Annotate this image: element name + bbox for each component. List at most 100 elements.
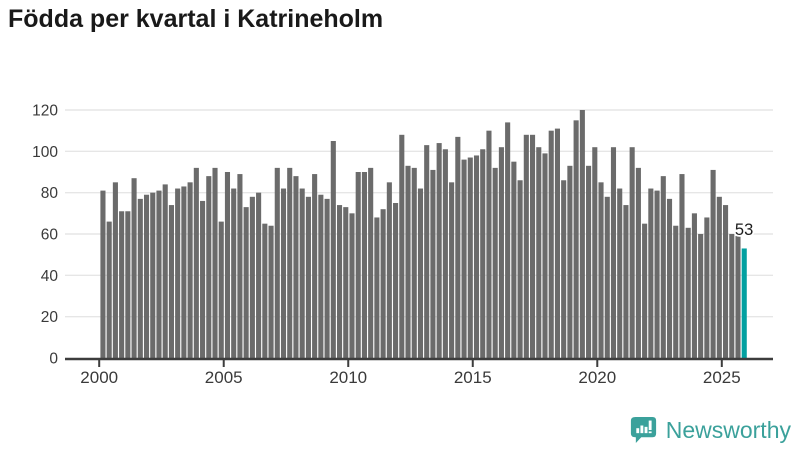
- bar: [224, 172, 231, 358]
- bar: [455, 136, 461, 358]
- bar: [710, 169, 716, 358]
- bar: [249, 196, 255, 358]
- chart-title: Födda per kvartal i Katrineholm: [8, 5, 384, 33]
- bar: [486, 130, 492, 358]
- bar: [280, 188, 287, 358]
- bar: [386, 182, 392, 358]
- bar: [411, 167, 417, 358]
- x-axis-label: 2015: [454, 368, 492, 387]
- bar: [330, 141, 336, 358]
- y-axis-label: 100: [32, 144, 58, 161]
- bar: [561, 180, 567, 358]
- bar: [312, 174, 318, 358]
- bar: [262, 223, 268, 358]
- bar: [442, 149, 448, 358]
- bar: [548, 130, 554, 358]
- y-axis-label: 80: [41, 185, 59, 202]
- bar: [673, 225, 679, 358]
- bar: [698, 234, 704, 358]
- bar: [473, 155, 480, 358]
- bar: [691, 213, 697, 358]
- bar: [598, 182, 604, 358]
- bar: [586, 165, 592, 358]
- bar: [436, 143, 442, 358]
- bar: [729, 234, 735, 358]
- bar: [212, 167, 218, 358]
- bar: [610, 147, 617, 358]
- bar: [604, 196, 610, 358]
- bar: [237, 174, 243, 358]
- bar: [349, 213, 355, 358]
- bar: [206, 176, 212, 358]
- bar: [100, 190, 106, 358]
- bar: [168, 205, 174, 358]
- bar: [536, 147, 542, 358]
- bar: [704, 217, 710, 358]
- highlighted-bar: [741, 248, 747, 358]
- bar: [679, 174, 685, 358]
- bar: [106, 221, 112, 358]
- bar: [723, 205, 729, 358]
- bar: [268, 225, 274, 358]
- bar: [162, 184, 168, 358]
- x-axis-label: 2010: [329, 368, 367, 387]
- bar: [424, 145, 430, 358]
- bar: [554, 128, 560, 358]
- mini-bar-chart-glyph: [636, 420, 652, 434]
- y-axis-label: 120: [32, 103, 58, 120]
- bar: [417, 188, 424, 358]
- bar: [343, 207, 349, 358]
- bar: [193, 167, 199, 358]
- bar: [218, 221, 224, 358]
- bar: [150, 192, 156, 358]
- bar: [461, 159, 467, 358]
- bar: [492, 167, 498, 358]
- bar: [355, 172, 361, 358]
- bar: [187, 182, 193, 358]
- bar: [573, 120, 579, 358]
- y-axis-label: 20: [41, 309, 59, 326]
- y-axis-label: 40: [41, 268, 59, 285]
- bar: [299, 188, 305, 358]
- bar: [498, 147, 504, 358]
- y-axis-label: 0: [49, 351, 58, 368]
- bar: [735, 236, 741, 358]
- newsworthy-logo-text: Newsworthy: [665, 416, 791, 443]
- x-axis-label: 2025: [703, 368, 741, 387]
- bar: [505, 122, 511, 359]
- bar: [629, 147, 635, 358]
- bar: [623, 205, 629, 358]
- bar: [181, 186, 187, 358]
- bar: [430, 169, 436, 358]
- x-axis-label: 2000: [80, 368, 118, 387]
- bar: [642, 223, 648, 358]
- bar: [231, 188, 237, 358]
- bar: [579, 110, 585, 358]
- bar: [293, 176, 299, 358]
- bar: [399, 134, 405, 358]
- bar: [523, 134, 529, 358]
- bar: [666, 198, 673, 358]
- bar: [125, 211, 131, 358]
- bar: [660, 176, 666, 358]
- bar: [511, 161, 517, 358]
- bar: [480, 149, 486, 358]
- bar: [287, 167, 293, 358]
- bar: [449, 182, 455, 358]
- bar: [175, 188, 181, 358]
- bar: [685, 227, 691, 358]
- bar: [716, 196, 722, 358]
- highlight-value-label: 53: [735, 221, 753, 239]
- bar: [305, 196, 311, 358]
- bar: [648, 188, 654, 358]
- bar: [256, 192, 262, 358]
- bar: [405, 165, 411, 358]
- newsworthy-logo-icon: [630, 416, 656, 444]
- bar: [592, 147, 598, 358]
- bar: [374, 217, 380, 358]
- bar: [567, 165, 573, 358]
- bar: [131, 178, 137, 358]
- bar: [529, 134, 536, 358]
